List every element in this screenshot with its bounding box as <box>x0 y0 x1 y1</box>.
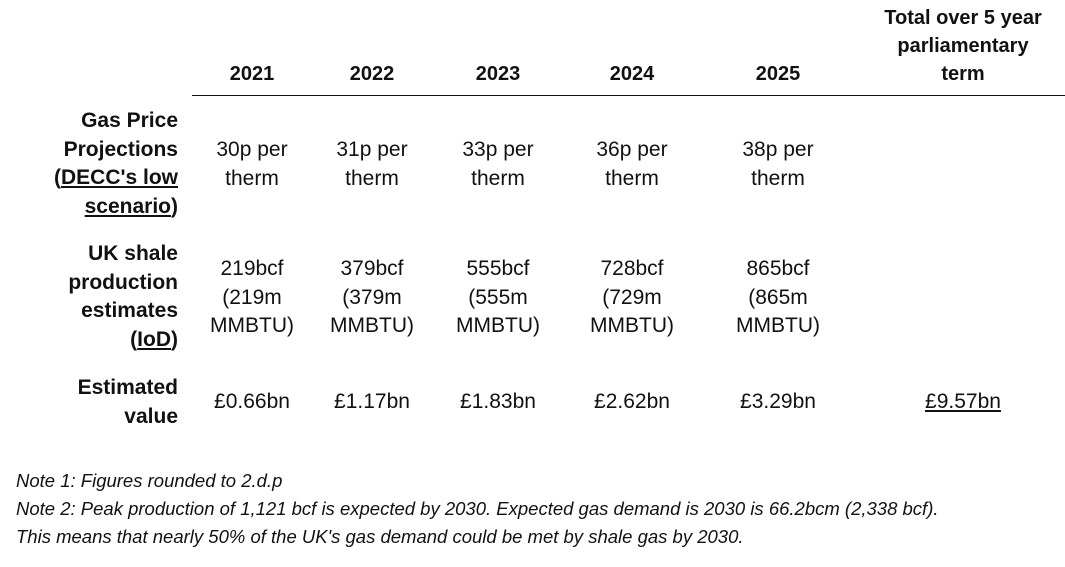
column-header-2021: 2021 <box>229 63 275 85</box>
paren-close: ) <box>171 194 178 218</box>
cell-line: 31p per <box>336 138 408 161</box>
cell-line: (219m <box>222 285 282 309</box>
row-label-estimated-value: Estimated value <box>78 374 178 431</box>
cell-line: 36p per <box>596 138 668 161</box>
note-1: Note 1: Figures rounded to 2.d.p <box>16 470 283 491</box>
cell-line: 30p per <box>216 138 288 161</box>
cell-line: MMBTU) <box>210 314 294 337</box>
note-2: Note 2: Peak production of 1,121 bcf is … <box>16 498 939 519</box>
cell-line: 865bcf <box>746 257 810 280</box>
row-label-line: Estimated <box>77 376 178 399</box>
cell-line: therm <box>605 166 659 190</box>
row-label-line: value <box>124 404 178 428</box>
cell-production-2024: 728bcf (729m MMBTU) <box>572 255 692 341</box>
cell-value-2022: £1.17bn <box>334 390 410 413</box>
paren-open: ( <box>53 166 61 189</box>
total-header-line: term <box>941 63 985 85</box>
cell-line: 555bcf <box>466 257 530 280</box>
column-header-2025: 2025 <box>755 63 801 85</box>
footnotes: Note 1: Figures rounded to 2.d.p Note 2:… <box>16 467 939 551</box>
cell-production-2025: 865bcf (865m MMBTU) <box>718 255 838 341</box>
row-label-line: Projections <box>63 137 178 161</box>
cell-line: therm <box>345 166 399 190</box>
column-header-2022: 2022 <box>349 63 395 85</box>
cell-gas-price-2025: 38p per therm <box>718 136 838 193</box>
cell-line: 379bcf <box>340 257 404 280</box>
cell-production-2022: 379bcf (379m MMBTU) <box>312 255 432 341</box>
cell-line: MMBTU) <box>590 314 674 337</box>
cell-value-2025: £3.29bn <box>740 390 816 413</box>
row-label-line: (IoD) <box>68 326 178 355</box>
paren-close: ) <box>171 327 178 351</box>
cell-line: (555m <box>468 285 528 309</box>
cell-production-2021: 219bcf (219m MMBTU) <box>192 255 312 341</box>
header-divider <box>192 95 1065 96</box>
cell-line: (865m <box>748 285 808 309</box>
cell-line: therm <box>225 166 279 190</box>
decc-source-link-cont[interactable]: scenario <box>84 194 171 218</box>
note-3: This means that nearly 50% of the UK's g… <box>16 526 744 547</box>
row-label-line: scenario) <box>54 193 178 222</box>
cell-gas-price-2022: 31p per therm <box>312 136 432 193</box>
cell-line: therm <box>751 166 805 190</box>
iod-source-link[interactable]: IoD <box>137 327 171 351</box>
cell-line: therm <box>471 166 525 190</box>
row-label-line: Gas Price <box>81 109 178 132</box>
column-header-2024: 2024 <box>609 63 655 85</box>
cell-line: 33p per <box>462 138 534 161</box>
cell-value-2021: £0.66bn <box>214 390 290 413</box>
cell-value-2024: £2.62bn <box>594 390 670 413</box>
cell-line: (379m <box>342 285 402 309</box>
total-value-link[interactable]: £9.57bn <box>925 390 1001 413</box>
cell-gas-price-2024: 36p per therm <box>572 136 692 193</box>
row-label-shale-production: UK shale production estimates (IoD) <box>68 240 178 354</box>
row-label-line: estimates <box>81 299 178 322</box>
row-label-line: UK shale <box>88 242 178 265</box>
cell-line: (729m <box>602 285 662 309</box>
cell-line: 38p per <box>742 138 814 161</box>
cell-line: 219bcf <box>220 257 284 280</box>
decc-source-link[interactable]: DECC's low <box>60 166 178 189</box>
total-header-line: parliamentary <box>897 35 1029 57</box>
cell-line: MMBTU) <box>736 314 820 337</box>
cell-gas-price-2021: 30p per therm <box>192 136 312 193</box>
cell-production-2023: 555bcf (555m MMBTU) <box>438 255 558 341</box>
column-header-2023: 2023 <box>475 63 521 85</box>
cell-gas-price-2023: 33p per therm <box>438 136 558 193</box>
paren-open: ( <box>130 327 138 351</box>
row-label-line: (DECC's low <box>54 164 178 193</box>
cell-line: MMBTU) <box>330 314 414 337</box>
cell-line: MMBTU) <box>456 314 540 337</box>
total-header-line: Total over 5 year <box>884 7 1042 29</box>
row-label-line: production <box>68 270 178 294</box>
row-label-gas-price: Gas Price Projections (DECC's low scenar… <box>54 107 178 221</box>
column-header-total: Total over 5 year parliamentary term <box>858 4 1065 88</box>
cell-line: 728bcf <box>600 257 664 280</box>
cell-value-2023: £1.83bn <box>460 390 536 413</box>
